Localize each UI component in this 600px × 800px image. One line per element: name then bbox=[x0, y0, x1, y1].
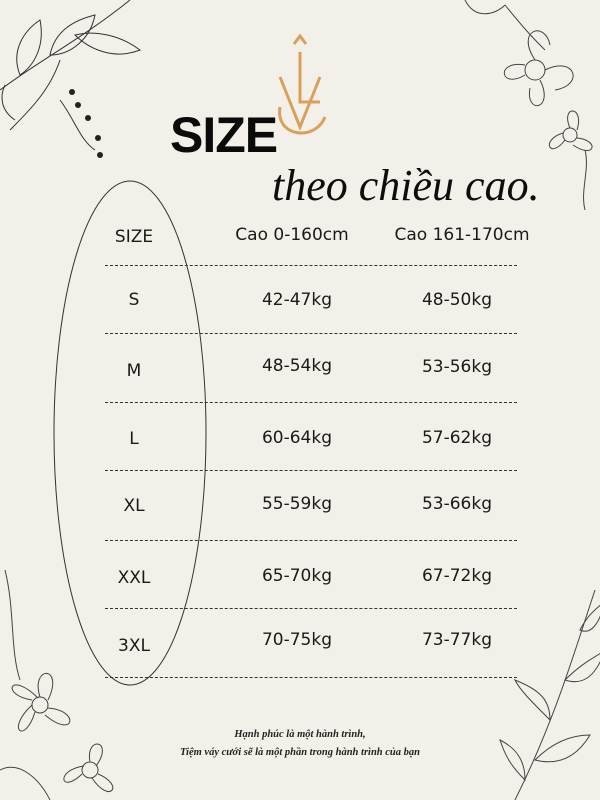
row-divider bbox=[105, 265, 517, 266]
weight-range-2: 57-62kg bbox=[421, 428, 493, 448]
row-divider bbox=[105, 540, 517, 541]
size-column-ellipse bbox=[53, 180, 207, 686]
footer-tagline: Hạnh phúc là một hành trình, Tiệm váy cư… bbox=[0, 726, 600, 762]
weight-range-2: 48-50kg bbox=[421, 290, 493, 310]
row-divider bbox=[105, 470, 517, 471]
row-divider bbox=[105, 402, 517, 403]
weight-range-2: 67-72kg bbox=[421, 566, 493, 586]
size-label: M bbox=[126, 361, 142, 381]
weight-range-2: 53-56kg bbox=[421, 357, 493, 377]
brand-logo bbox=[278, 33, 327, 135]
weight-range-1: 42-47kg bbox=[261, 290, 333, 310]
weight-range-1: 60-64kg bbox=[261, 428, 333, 448]
weight-range-1: 48-54kg bbox=[261, 356, 333, 376]
floral-top-right-icon bbox=[464, 0, 593, 210]
size-label: XL bbox=[123, 496, 145, 516]
row-divider bbox=[105, 608, 517, 609]
column-header-size: SIZE bbox=[114, 227, 154, 247]
footer-line-1: Hạnh phúc là một hành trình, bbox=[234, 729, 366, 740]
row-divider bbox=[105, 333, 517, 334]
column-header-height-2: Cao 161-170cm bbox=[394, 225, 530, 245]
weight-range-2: 53-66kg bbox=[421, 494, 493, 514]
row-divider bbox=[105, 677, 517, 678]
floral-bottom-right-icon bbox=[499, 590, 600, 800]
floral-bottom-left-icon bbox=[0, 570, 114, 800]
footer-line-2: Tiệm váy cưới sẽ là một phần trong hành … bbox=[180, 747, 420, 758]
size-label: XXL bbox=[117, 568, 151, 588]
column-header-height-1: Cao 0-160cm bbox=[235, 225, 349, 245]
size-label: 3XL bbox=[118, 636, 150, 656]
weight-range-1: 70-75kg bbox=[261, 630, 333, 650]
size-label: S bbox=[128, 290, 140, 310]
page-title: SIZE bbox=[170, 107, 278, 163]
weight-range-2: 73-77kg bbox=[421, 630, 493, 650]
weight-range-1: 65-70kg bbox=[261, 566, 333, 586]
size-label: L bbox=[129, 429, 139, 449]
page-subtitle: theo chiều cao. bbox=[272, 161, 540, 210]
floral-top-left-icon bbox=[0, 0, 142, 158]
weight-range-1: 55-59kg bbox=[261, 494, 333, 514]
